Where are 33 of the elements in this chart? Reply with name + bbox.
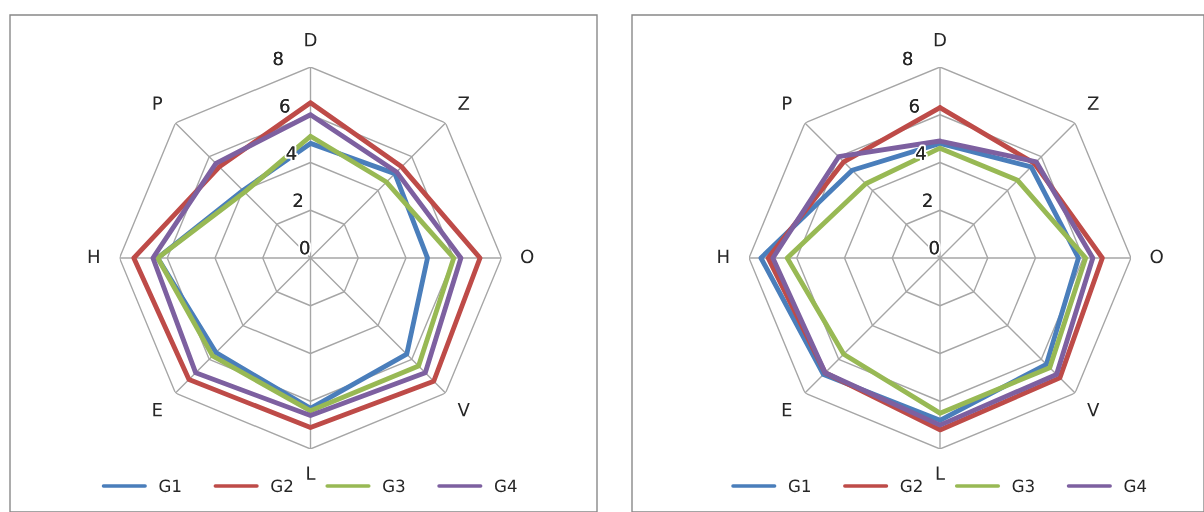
legend-label: G4: [494, 479, 517, 493]
spoke-label: L: [307, 466, 316, 480]
y-tick-label: 2: [293, 193, 303, 207]
legend-label: G1: [788, 479, 810, 493]
legend-label: G1: [159, 479, 181, 493]
y-tick-label: 8: [903, 51, 913, 66]
legend-label: G2: [271, 479, 293, 493]
y-tick-label: 8: [273, 51, 283, 66]
spoke-label: D: [305, 33, 317, 47]
spoke-label: P: [783, 96, 792, 110]
y-tick-label: 0: [929, 240, 939, 255]
spoke-label: V: [457, 403, 470, 417]
spoke-label: H: [718, 249, 729, 263]
y-tick-label: 4: [916, 146, 926, 160]
spoke-label: H: [88, 249, 99, 263]
legend-label: G3: [383, 479, 405, 493]
spoke-label: Z: [458, 96, 470, 110]
spoke-label: O: [521, 249, 534, 264]
legend-label: G2: [900, 479, 922, 493]
spoke-label: E: [153, 403, 162, 417]
spoke-label: E: [782, 403, 792, 417]
y-tick-label: 2: [923, 193, 932, 207]
spoke-label: L: [936, 466, 945, 480]
spoke-label: D: [934, 33, 946, 47]
spoke-label: Z: [1087, 96, 1099, 110]
y-tick-label: 6: [280, 98, 290, 113]
legend-label: G4: [1124, 479, 1147, 493]
legend-label: G3: [1012, 479, 1034, 493]
spoke-label: O: [1150, 249, 1163, 264]
spoke-label: V: [1087, 403, 1100, 417]
spoke-label: P: [153, 96, 163, 110]
y-tick-label: 6: [909, 98, 919, 113]
y-tick-label: 0: [300, 240, 310, 255]
